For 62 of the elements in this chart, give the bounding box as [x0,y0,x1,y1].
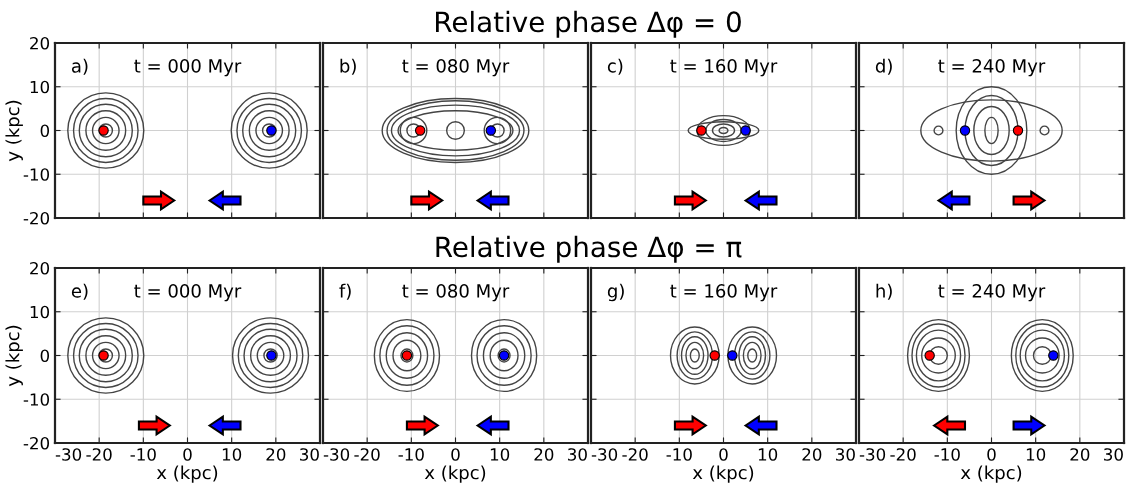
x-tick-label: -30 [323,448,350,461]
x-tick-label: -10 [398,448,424,461]
x-tick-label: 20 [266,448,286,461]
x-tick-label: 10 [222,448,242,461]
x-tick-label: -10 [666,448,692,461]
x-tick-label: 0 [451,448,460,461]
annotation: g) [607,283,624,302]
annotation: e) [71,283,88,300]
annotation: b) [340,58,356,75]
annotation: t = 160 Myr [670,59,778,77]
x-tick-label: 10 [1026,448,1046,461]
y-axis-title: y (kpc) [5,100,23,162]
annotation: d) [875,58,892,75]
x-tick-label: 30 [300,448,319,461]
annotation: c) [607,58,623,75]
x-tick-label: 20 [1070,448,1090,461]
y-tick-label: 10 [30,305,50,319]
x-tick-label: 30 [568,448,587,461]
x-tick-label: 10 [758,448,778,461]
x-tick-label: 20 [534,448,554,461]
x-tick-label: -30 [859,448,886,461]
annotation: t = 240 Myr [938,284,1046,302]
text: Relative phase Δφ = π [436,235,742,263]
annotation: t = 080 Myr [402,284,510,302]
x-axis-title: x (kpc) [156,465,218,483]
annotation: t = 240 Myr [938,59,1046,77]
x-tick-label: -20 [86,448,112,461]
x-tick-label: 30 [1104,448,1123,461]
y-tick-label: 20 [30,261,50,275]
x-tick-label: 0 [987,448,996,461]
annotation: t = 080 Myr [402,59,510,77]
annotation: t = 160 Myr [670,284,778,302]
y-tick-label: -10 [23,168,50,181]
x-axis-title: x (kpc) [692,465,754,483]
x-tick-label: -30 [55,448,82,461]
annotation: a) [71,58,88,75]
x-tick-label: 30 [836,448,855,461]
x-tick-label: -10 [130,448,156,461]
x-tick-label: 20 [802,448,822,461]
x-tick-label: -20 [890,448,916,461]
y-tick-label: -20 [23,436,50,450]
y-tick-label: 0 [40,124,50,138]
y-axis-title: y (kpc) [5,325,23,387]
x-tick-label: 10 [490,448,510,461]
y-tick-label: 10 [30,80,50,94]
annotation: t = 000 Myr [134,59,242,77]
y-tick-label: -10 [23,393,50,406]
x-tick-label: 0 [183,448,192,461]
annotation: h) [876,283,892,300]
x-tick-label: -10 [934,448,960,461]
annotation: t = 000 Myr [134,284,242,302]
x-axis-title: x (kpc) [424,465,486,483]
text: Relative phase Δφ = 0 [436,10,741,38]
annotation: f) [339,283,351,300]
x-tick-label: -30 [591,448,618,461]
x-tick-label: -20 [354,448,380,461]
x-tick-label: 0 [719,448,728,461]
x-axis-title: x (kpc) [960,465,1022,483]
y-tick-label: -20 [23,211,50,225]
x-tick-label: -20 [622,448,648,461]
y-tick-label: 20 [30,36,50,50]
y-tick-label: 0 [40,349,50,363]
